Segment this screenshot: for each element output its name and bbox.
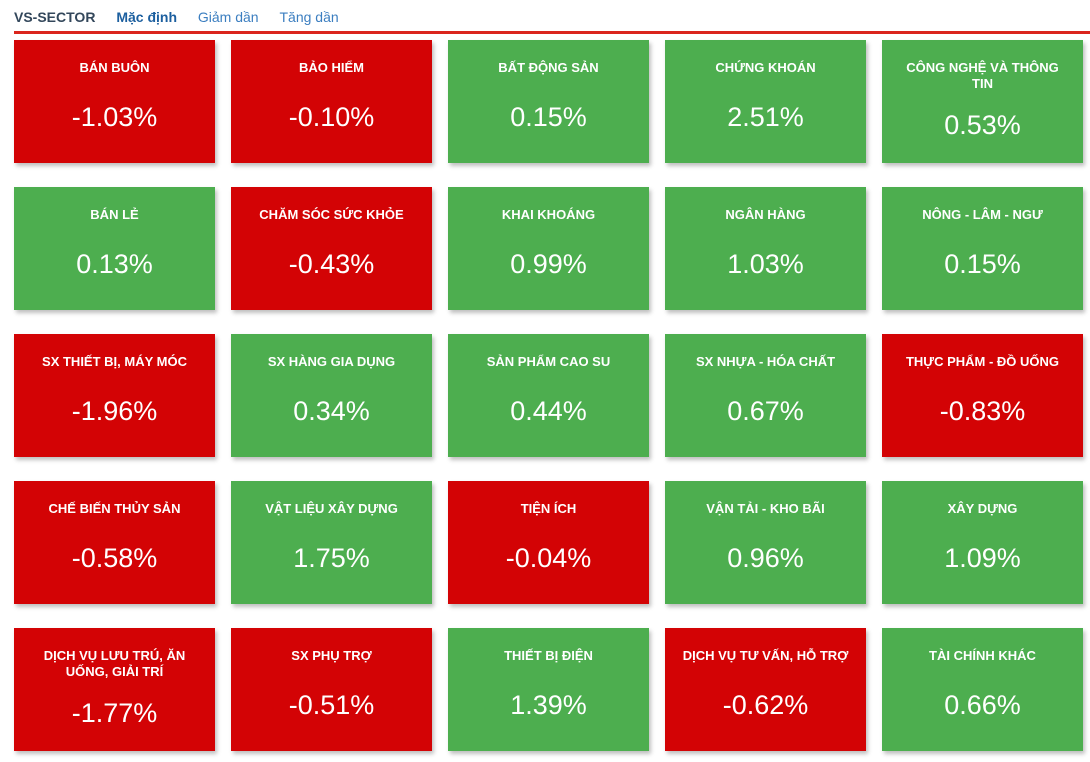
sector-change: 0.96%	[727, 543, 804, 574]
sector-change: -0.51%	[288, 690, 375, 721]
sector-tile[interactable]: SX THIẾT BỊ, MÁY MÓC -1.96%	[14, 334, 215, 457]
sector-tile[interactable]: BẤT ĐỘNG SẢN 0.15%	[448, 40, 649, 163]
sector-name: DỊCH VỤ LƯU TRÚ, ĂN UỐNG, GIẢI TRÍ	[43, 648, 186, 680]
sector-tile[interactable]: THỰC PHẨM - ĐỒ UỐNG -0.83%	[882, 334, 1083, 457]
sector-tile[interactable]: SX PHỤ TRỢ -0.51%	[231, 628, 432, 751]
sector-name: TÀI CHÍNH KHÁC	[929, 648, 1036, 663]
sector-change: 2.51%	[727, 102, 804, 133]
sector-name: VẬT LIỆU XÂY DỰNG	[265, 501, 398, 516]
sector-change: -0.10%	[288, 102, 375, 133]
sector-name: SX PHỤ TRỢ	[291, 648, 372, 663]
sector-name: THIẾT BỊ ĐIỆN	[504, 648, 593, 663]
sector-grid: BÁN BUÔN -1.03% BẢO HIỂM -0.10% BẤT ĐỘNG…	[14, 40, 1083, 751]
sector-name: XÂY DỰNG	[947, 501, 1018, 516]
sector-name: BẢO HIỂM	[299, 60, 364, 75]
tab-giam-dan[interactable]: Giảm dần	[197, 9, 259, 25]
sector-tile[interactable]: DỊCH VỤ TƯ VẤN, HỖ TRỢ -0.62%	[665, 628, 866, 751]
sector-change: -0.83%	[939, 396, 1026, 427]
sector-change: 0.13%	[76, 249, 153, 280]
sector-tile[interactable]: CHẾ BIẾN THỦY SẢN -0.58%	[14, 481, 215, 604]
sector-name: TIỆN ÍCH	[520, 501, 577, 516]
sector-name: CHĂM SÓC SỨC KHỎE	[259, 207, 404, 222]
sector-change: 1.39%	[510, 690, 587, 721]
sector-tile[interactable]: SX NHỰA - HÓA CHẤT 0.67%	[665, 334, 866, 457]
sector-tile[interactable]: TIỆN ÍCH -0.04%	[448, 481, 649, 604]
sector-name: BÁN LẺ	[90, 207, 139, 222]
sector-name: KHAI KHOÁNG	[501, 207, 596, 222]
sector-change: -1.03%	[71, 102, 158, 133]
sector-tile[interactable]: CÔNG NGHỆ VÀ THÔNG TIN 0.53%	[882, 40, 1083, 163]
sector-change: -0.04%	[505, 543, 592, 574]
sector-tile[interactable]: NGÂN HÀNG 1.03%	[665, 187, 866, 310]
sector-tile[interactable]: NÔNG - LÂM - NGƯ 0.15%	[882, 187, 1083, 310]
sector-tile[interactable]: DỊCH VỤ LƯU TRÚ, ĂN UỐNG, GIẢI TRÍ -1.77…	[14, 628, 215, 751]
sector-name: THỰC PHẨM - ĐỒ UỐNG	[905, 354, 1060, 369]
sector-change: 0.15%	[944, 249, 1021, 280]
sector-change: 1.09%	[944, 543, 1021, 574]
sector-name: CÔNG NGHỆ VÀ THÔNG TIN	[906, 60, 1059, 92]
sector-name: SX NHỰA - HÓA CHẤT	[695, 354, 836, 369]
sector-tile[interactable]: XÂY DỰNG 1.09%	[882, 481, 1083, 604]
sector-name: DỊCH VỤ TƯ VẤN, HỖ TRỢ	[682, 648, 849, 663]
sector-change: -0.62%	[722, 690, 809, 721]
sector-change: 0.99%	[510, 249, 587, 280]
sector-tile[interactable]: CHỨNG KHOÁN 2.51%	[665, 40, 866, 163]
sector-tile[interactable]: KHAI KHOÁNG 0.99%	[448, 187, 649, 310]
sector-change: 0.44%	[510, 396, 587, 427]
sector-change: -0.43%	[288, 249, 375, 280]
sector-tile[interactable]: BẢO HIỂM -0.10%	[231, 40, 432, 163]
sector-change: -1.96%	[71, 396, 158, 427]
sector-change: -0.58%	[71, 543, 158, 574]
tab-tang-dan[interactable]: Tăng dần	[279, 9, 339, 25]
sector-name: CHẾ BIẾN THỦY SẢN	[48, 501, 181, 516]
sector-tile[interactable]: BÁN LẺ 0.13%	[14, 187, 215, 310]
sector-name: BẤT ĐỘNG SẢN	[498, 60, 599, 75]
sector-name: CHỨNG KHOÁN	[715, 60, 816, 75]
sector-name: SX HÀNG GIA DỤNG	[267, 354, 396, 369]
header-tabs: VS-SECTOR Mặc định Giảm dần Tăng dần	[0, 0, 1090, 26]
sector-name: SẢN PHẨM CAO SU	[486, 354, 611, 369]
tab-vs-sector[interactable]: VS-SECTOR	[14, 9, 96, 25]
sector-change: 1.75%	[293, 543, 370, 574]
header-divider	[14, 31, 1090, 34]
sector-change: 1.03%	[727, 249, 804, 280]
sector-change: 0.66%	[944, 690, 1021, 721]
sector-name: NÔNG - LÂM - NGƯ	[922, 207, 1043, 222]
sector-change: 0.34%	[293, 396, 370, 427]
sector-tile[interactable]: VẬN TẢI - KHO BÃI 0.96%	[665, 481, 866, 604]
sector-name: SX THIẾT BỊ, MÁY MÓC	[42, 354, 187, 369]
sector-tile[interactable]: BÁN BUÔN -1.03%	[14, 40, 215, 163]
sector-change: 0.53%	[944, 110, 1021, 141]
sector-change: 0.67%	[727, 396, 804, 427]
tab-mac-dinh[interactable]: Mặc định	[116, 9, 177, 25]
sector-tile[interactable]: THIẾT BỊ ĐIỆN 1.39%	[448, 628, 649, 751]
sector-name: NGÂN HÀNG	[725, 207, 806, 222]
sector-tile[interactable]: SX HÀNG GIA DỤNG 0.34%	[231, 334, 432, 457]
sector-tile[interactable]: TÀI CHÍNH KHÁC 0.66%	[882, 628, 1083, 751]
sector-tile[interactable]: CHĂM SÓC SỨC KHỎE -0.43%	[231, 187, 432, 310]
sector-name: VẬN TẢI - KHO BÃI	[706, 501, 825, 516]
sector-change: -1.77%	[71, 698, 158, 729]
sector-tile[interactable]: SẢN PHẨM CAO SU 0.44%	[448, 334, 649, 457]
sector-name: BÁN BUÔN	[79, 60, 150, 75]
sector-tile[interactable]: VẬT LIỆU XÂY DỰNG 1.75%	[231, 481, 432, 604]
sector-change: 0.15%	[510, 102, 587, 133]
